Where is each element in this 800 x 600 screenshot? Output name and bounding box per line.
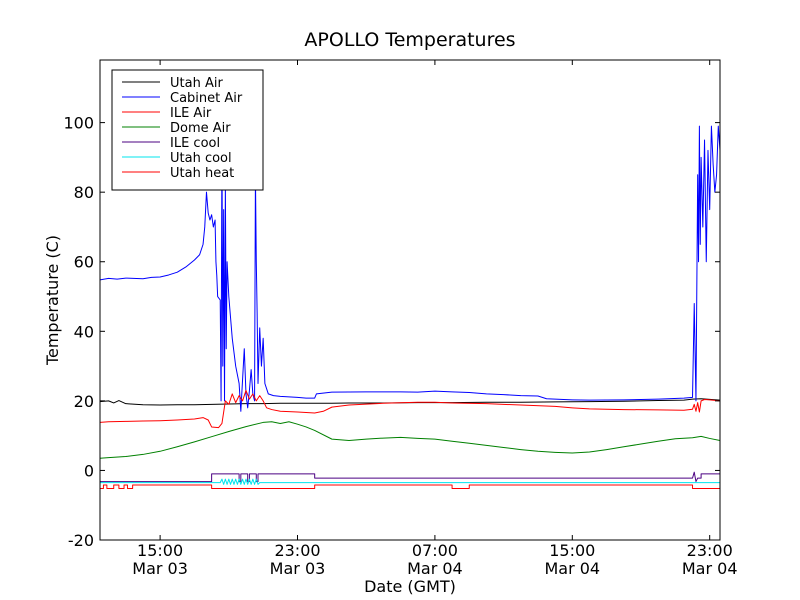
series-line-ile-air	[99, 389, 721, 429]
legend-label: ILE cool	[170, 136, 220, 151]
x-tick-label-date: Mar 03	[132, 559, 188, 578]
y-tick-label: 40	[74, 322, 94, 341]
series-group	[99, 125, 721, 490]
x-tick-label-date: Mar 04	[682, 559, 738, 578]
y-axis-label: Temperature (C)	[43, 235, 62, 366]
chart-title: APOLLO Temperatures	[304, 29, 515, 51]
series-line-utah-air	[99, 398, 721, 406]
x-axis-label: Date (GMT)	[364, 577, 456, 596]
x-tick-label-date: Mar 04	[544, 559, 600, 578]
legend-label: Dome Air	[170, 121, 231, 136]
x-tick-label-time: 07:00	[412, 541, 458, 560]
x-tick-label-time: 23:00	[687, 541, 733, 560]
x-tick-label-date: Mar 04	[407, 559, 463, 578]
y-tick-label: 80	[74, 183, 94, 202]
legend-box	[111, 69, 264, 191]
series-line-utah-cool	[100, 478, 720, 485]
series-line-cabinet-air	[99, 125, 721, 412]
y-tick-label: -20	[68, 531, 94, 550]
legend-label: ILE Air	[170, 106, 212, 121]
y-tick-label: 60	[74, 253, 94, 272]
legend-label: Utah heat	[170, 166, 234, 181]
x-tick-label-time: 15:00	[549, 541, 595, 560]
y-tick-label: 100	[63, 114, 94, 133]
y-tick-label: 20	[74, 392, 94, 411]
legend-label: Cabinet Air	[170, 91, 243, 106]
plot-frame	[99, 59, 721, 541]
legend-label: Utah Air	[170, 76, 223, 91]
y-tick-label: 0	[84, 461, 94, 480]
x-tick-label-time: 23:00	[274, 541, 320, 560]
series-line-utah-heat	[100, 484, 720, 490]
x-tick-label-time: 15:00	[137, 541, 183, 560]
series-line-dome-air	[99, 421, 721, 459]
x-tick-label-date: Mar 03	[270, 559, 326, 578]
legend-label: Utah cool	[170, 151, 232, 166]
